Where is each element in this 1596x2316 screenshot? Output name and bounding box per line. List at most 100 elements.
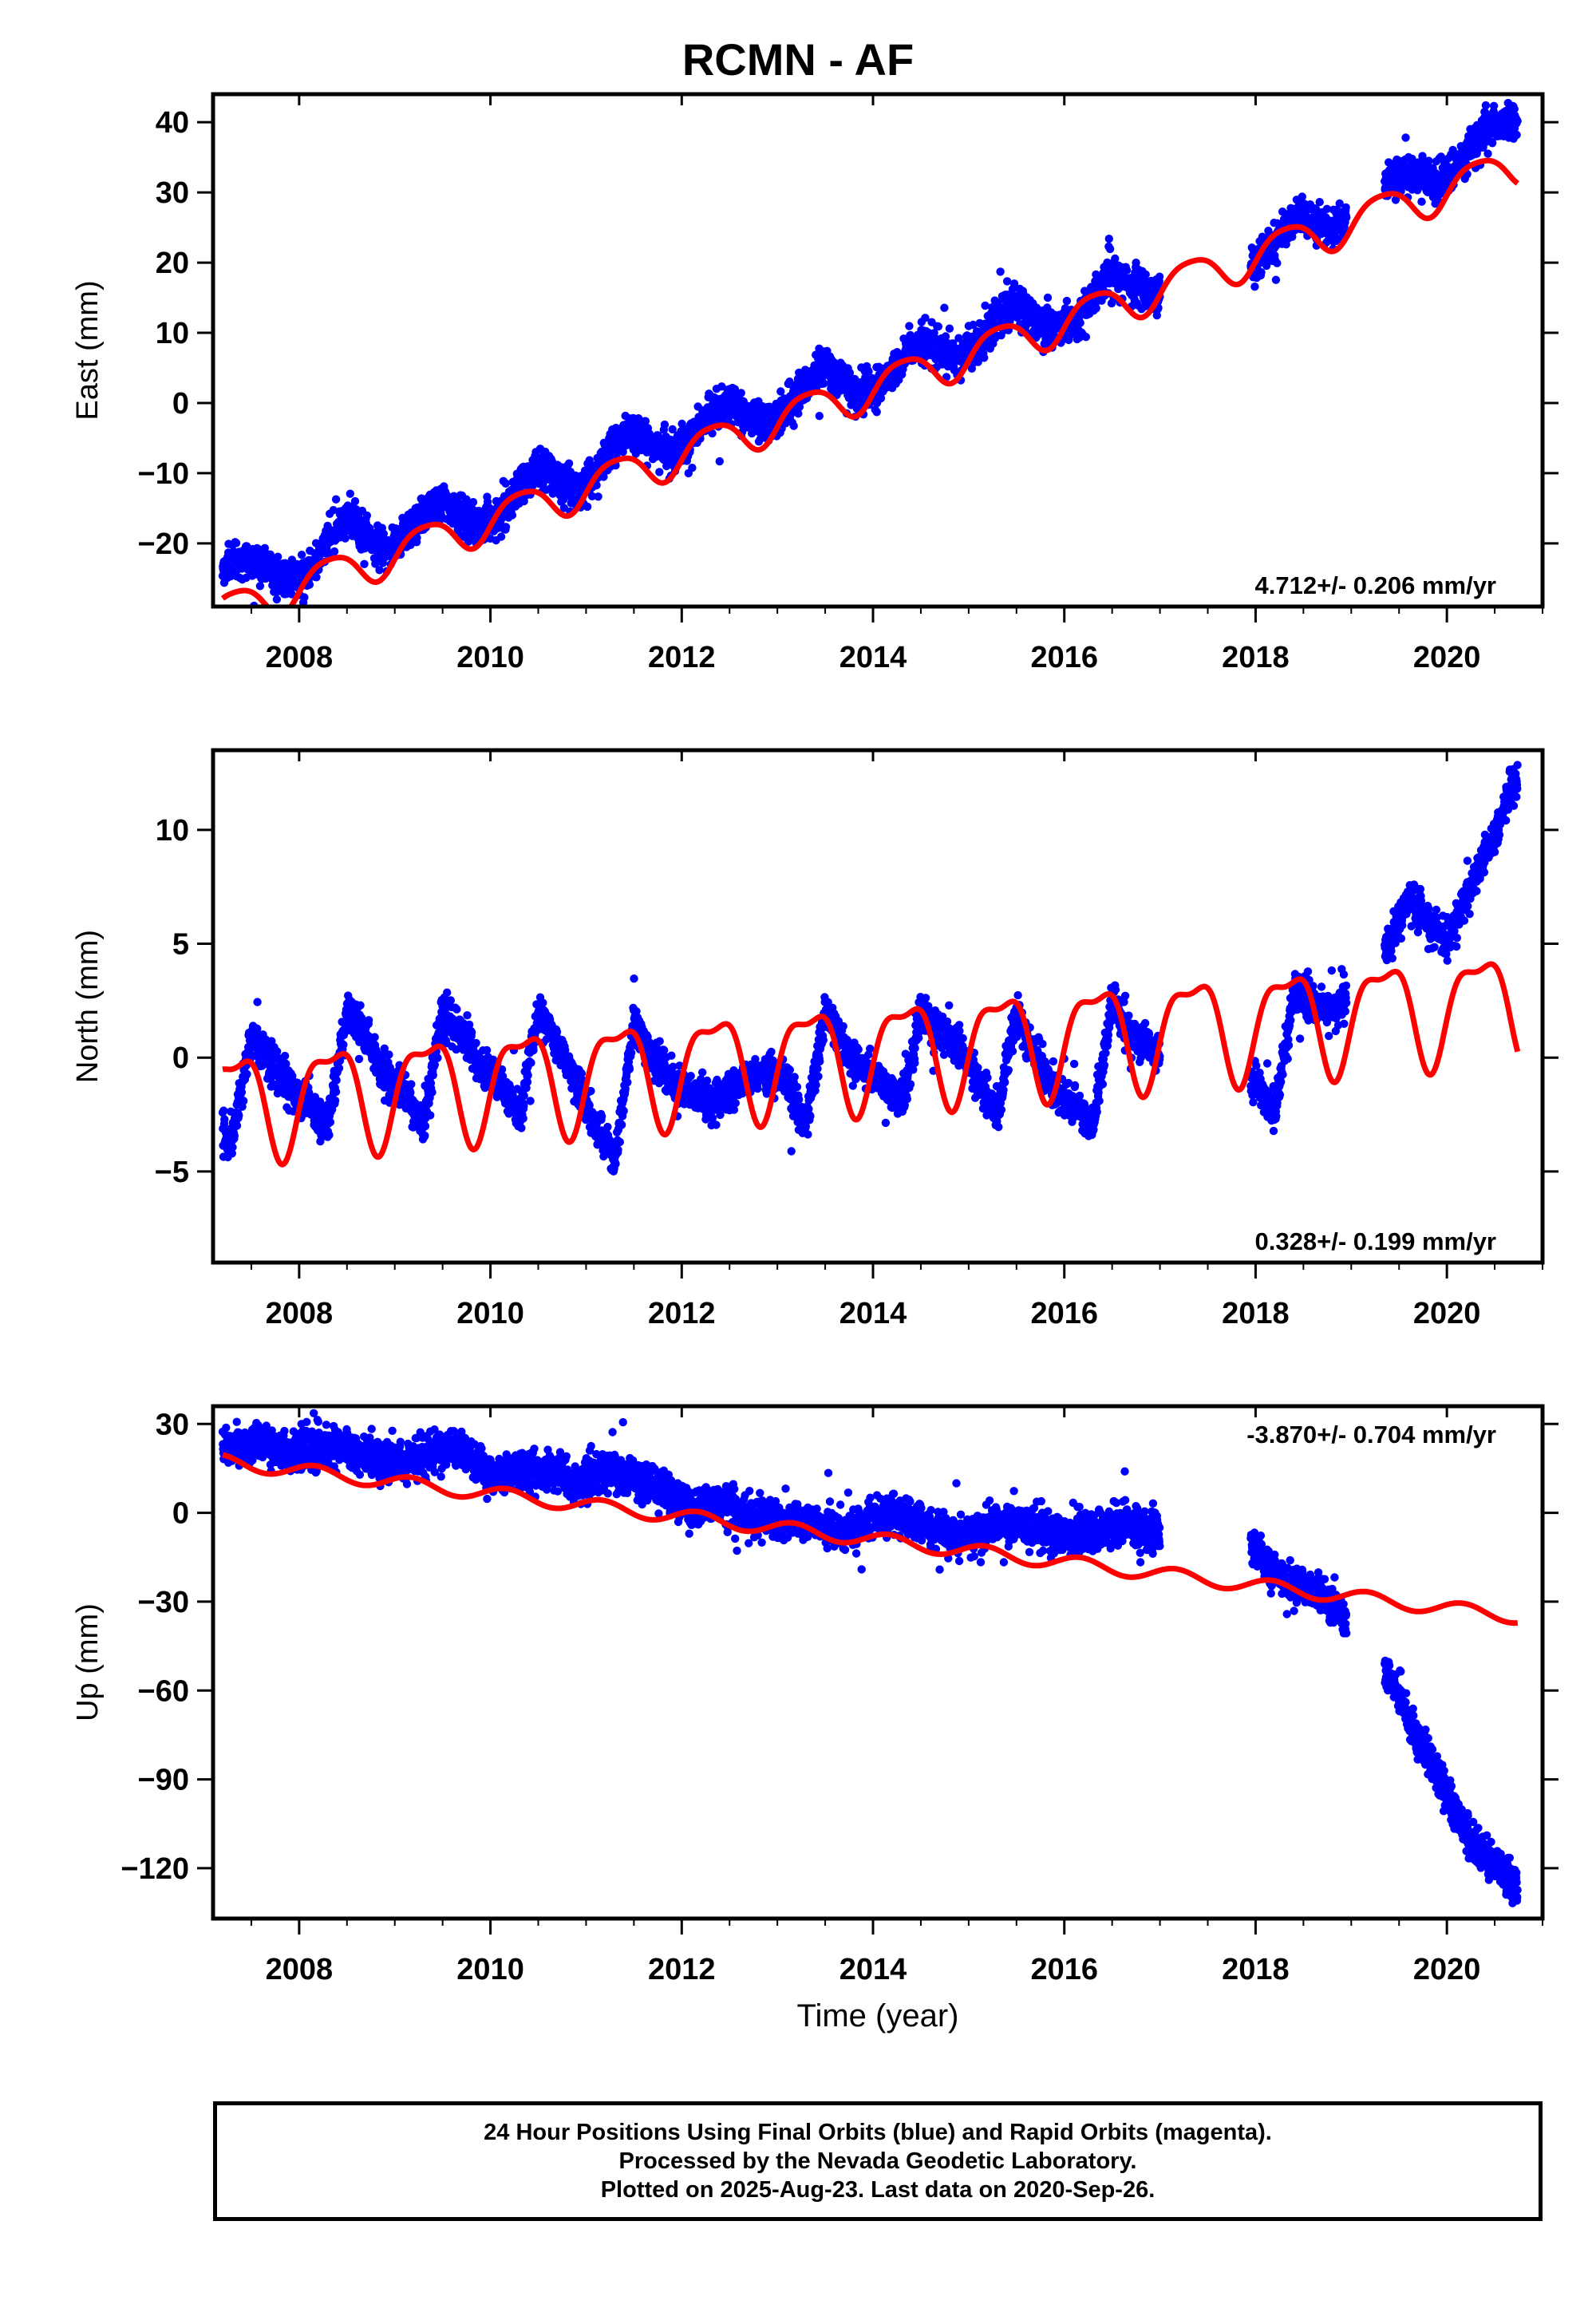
y-tick-label: 0 [172, 1041, 189, 1075]
data-point [312, 573, 321, 582]
data-point [1141, 270, 1150, 279]
data-point [350, 496, 360, 506]
data-point [1513, 117, 1522, 125]
data-point [508, 511, 517, 520]
data-point [483, 497, 492, 507]
data-point [708, 429, 717, 438]
data-point [273, 1089, 282, 1098]
data-point [980, 354, 989, 362]
data-point [1273, 259, 1282, 267]
x-tick-label: 2014 [839, 641, 907, 674]
data-point [501, 523, 511, 532]
data-point [1315, 198, 1324, 207]
data-point [820, 379, 828, 388]
data-point [330, 547, 339, 556]
data-point [666, 435, 674, 444]
data-point [1122, 266, 1132, 275]
data-point [341, 534, 350, 543]
data-point [243, 1069, 251, 1079]
data-point [1065, 335, 1073, 345]
data-point [280, 1051, 290, 1061]
data-point [815, 412, 824, 421]
data-point [940, 303, 949, 312]
data-point [235, 1111, 243, 1120]
x-tick-label: 2014 [839, 1297, 907, 1330]
data-point [346, 489, 354, 498]
x-tick-label: 2020 [1413, 1297, 1481, 1330]
data-point [864, 367, 873, 376]
data-point [496, 532, 506, 541]
data-point [468, 498, 478, 507]
data-point [1105, 244, 1115, 254]
panel-frame [211, 92, 1545, 609]
data-point [1298, 192, 1307, 201]
x-tick-label: 2016 [1030, 1297, 1098, 1330]
data-point [678, 419, 686, 429]
data-point [737, 389, 745, 397]
data-point [1132, 259, 1140, 267]
data-point [688, 464, 697, 472]
x-tick-label: 2016 [1030, 641, 1098, 674]
data-point [1104, 235, 1114, 243]
data-point [1424, 156, 1433, 165]
data-point [1418, 152, 1427, 160]
data-point [1009, 279, 1019, 288]
data-point [794, 409, 803, 418]
data-point [583, 502, 592, 512]
y-tick-label: 40 [156, 106, 189, 140]
data-point [1092, 304, 1100, 313]
data-point [668, 425, 677, 434]
data-point [795, 402, 804, 411]
plot-area [218, 761, 1522, 1176]
data-point [941, 332, 950, 341]
data-point [300, 593, 309, 602]
y-tick-label: −20 [138, 528, 189, 561]
data-point [237, 1088, 247, 1097]
x-tick-label: 2018 [1222, 641, 1290, 674]
x-tick-label: 2008 [266, 1297, 334, 1330]
data-point [905, 322, 914, 330]
data-point [1512, 130, 1521, 140]
data-point [231, 539, 241, 547]
data-point [1436, 152, 1446, 161]
data-point [1489, 101, 1499, 110]
data-point [219, 1106, 228, 1115]
data-point [756, 435, 764, 444]
data-point [717, 382, 726, 391]
y-tick-label: 20 [156, 247, 189, 280]
x-tick-label: 2010 [456, 641, 524, 674]
data-point [232, 1121, 242, 1130]
data-point [1043, 293, 1053, 302]
y-tick-label: 5 [172, 928, 189, 962]
x-tick-label: 2008 [266, 641, 334, 674]
y-tick-label: 0 [172, 387, 189, 421]
data-point [1250, 283, 1259, 291]
data-point [1510, 105, 1519, 113]
data-point [872, 408, 881, 417]
data-point [655, 468, 664, 476]
data-point [227, 1149, 236, 1158]
data-point [1111, 254, 1120, 263]
plot-area [218, 98, 1522, 607]
data-point [253, 998, 262, 1006]
data-point [660, 420, 670, 429]
data-point [585, 456, 594, 464]
data-point [1062, 296, 1072, 306]
data-point [1391, 196, 1400, 204]
data-point [559, 504, 569, 512]
data-point [297, 551, 306, 559]
data-point [1271, 275, 1281, 284]
data-point [996, 267, 1005, 276]
data-point [945, 324, 954, 333]
chart-title: RCMN - AF [681, 34, 915, 85]
data-point [220, 1115, 229, 1124]
data-point [413, 533, 421, 542]
rate-label: 4.712+/- 0.206 mm/yr [1255, 571, 1496, 599]
data-point [362, 511, 371, 520]
x-tick-label: 2012 [648, 641, 716, 674]
data-point [273, 1047, 282, 1056]
data-point [641, 417, 650, 425]
model-fit-line [220, 157, 1520, 607]
